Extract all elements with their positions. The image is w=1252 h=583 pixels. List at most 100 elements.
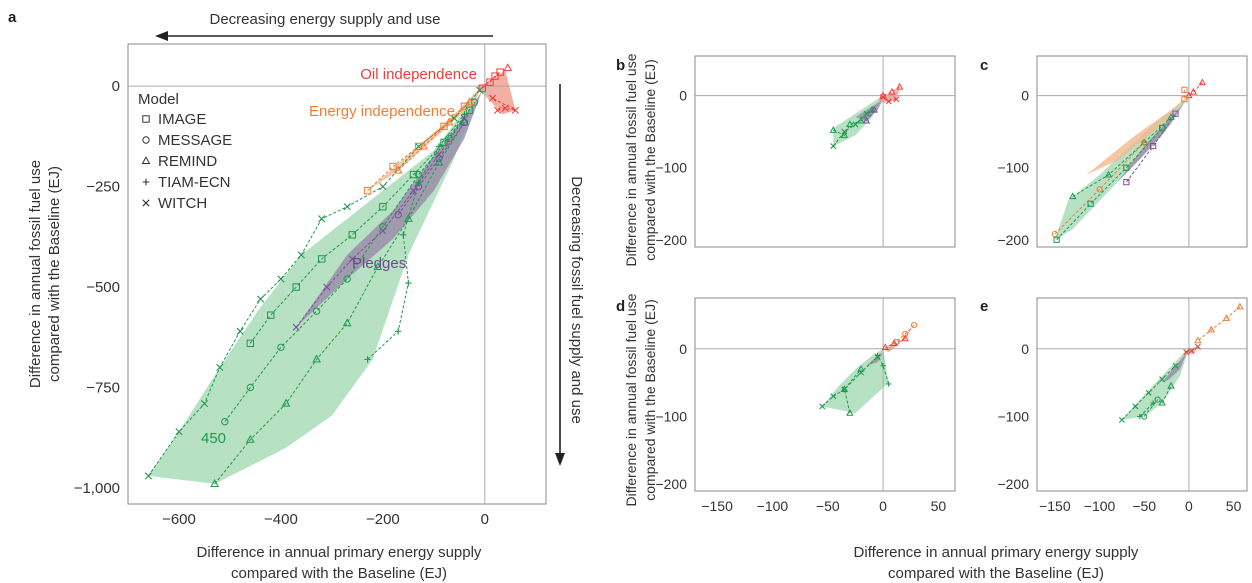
- ytick-label-e-2: −200: [997, 476, 1029, 492]
- region-s450-e: [1121, 348, 1189, 420]
- data-point-a-3-4: [342, 318, 352, 327]
- ylabel-a-line1: Difference in annual fossil fuel use: [27, 160, 44, 388]
- panel-label-d: d: [616, 298, 625, 315]
- data-point-d-2-0: [886, 381, 892, 387]
- data-point-a-4-6: [461, 111, 468, 118]
- series-line-a-9: [481, 71, 501, 89]
- series-line-c-3: [1125, 113, 1176, 183]
- panel-b: b 0 −100 −200: [616, 55, 956, 248]
- series-line-d-0: [821, 356, 878, 407]
- panel-label-b: b: [616, 57, 625, 74]
- data-point-b-0-1: [840, 131, 849, 138]
- xtick-label-e-1: −100: [1084, 498, 1116, 514]
- data-point-c-1-2: [1140, 138, 1148, 146]
- data-point-a-1-4: [348, 231, 356, 239]
- data-point-a-9-0: [486, 78, 494, 86]
- region-pledges-c: [1117, 102, 1185, 183]
- legend-label-1: MESSAGE: [158, 132, 232, 149]
- data-point-a-8-1: [419, 141, 429, 150]
- data-point-a-4-0: [364, 356, 371, 363]
- data-point-a-11-1: [501, 104, 509, 112]
- ytick-label-d-2: −200: [655, 476, 687, 492]
- legend-marker-4: [142, 199, 150, 207]
- data-point-a-4-5: [435, 143, 443, 150]
- data-point-e-1-1: [1154, 396, 1161, 403]
- xtick-label-e-0: −150: [1039, 498, 1071, 514]
- panel-d: d 0 −100 −200 −150 −100 −50 0 50: [616, 297, 956, 514]
- series-line-e-3: [1161, 385, 1172, 404]
- series-line-a-8: [397, 101, 470, 171]
- data-point-d-1-0: [846, 408, 854, 416]
- ytick-label-e-1: −100: [997, 409, 1029, 425]
- data-point-b-1-1: [841, 128, 848, 135]
- legend-label-4: WITCH: [158, 195, 207, 212]
- data-point-c-4-2: [1185, 91, 1193, 99]
- panel-label-a: a: [8, 9, 17, 26]
- data-point-a-0-5: [256, 295, 265, 303]
- data-point-b-4-1: [885, 98, 892, 105]
- plot-frame-d: [694, 297, 956, 492]
- data-point-a-8-3: [465, 97, 474, 106]
- annotation-pledges: Pledges: [352, 255, 406, 272]
- data-point-a-11-3: [488, 94, 497, 102]
- xtick-label-d-2: −50: [816, 498, 840, 514]
- annotation-oil-independence: Oil independence: [360, 66, 477, 83]
- data-point-c-4-0: [1198, 78, 1207, 86]
- region-pledges-a: [296, 90, 483, 328]
- legend-a: Model IMAGE MESSAGE REMIND TIAM-ECN WITCH: [138, 91, 232, 212]
- data-point-d-4-0: [901, 334, 909, 342]
- xlabel-a-line1: Difference in annual primary energy supp…: [197, 544, 482, 561]
- data-point-a-6-3: [460, 118, 469, 127]
- data-point-a-0-10: [379, 183, 387, 191]
- data-point-a-0-1: [175, 428, 183, 436]
- data-point-b-1-2: [852, 121, 859, 128]
- xtick-label-d-3: 0: [879, 498, 887, 514]
- data-point-d-3-0: [910, 321, 918, 329]
- data-point-a-1-7: [440, 138, 448, 147]
- data-point-a-0-2: [200, 399, 209, 408]
- data-point-a-2-0: [221, 417, 229, 426]
- series-line-d-1: [843, 368, 862, 414]
- data-point-e-0-1: [1132, 403, 1139, 410]
- ytick-label-a-1: −250: [86, 179, 120, 196]
- ytick-label-d-1: −100: [655, 409, 687, 425]
- data-point-a-7-0: [363, 186, 372, 195]
- data-point-a-2-5: [379, 223, 387, 231]
- data-point-b-1-0: [830, 143, 837, 150]
- ylabel-d-line2: compared with the Baseline (EJ): [642, 299, 658, 501]
- legend-title: Model: [138, 91, 179, 108]
- data-point-a-0-4: [236, 327, 244, 335]
- data-point-a-5-0: [292, 323, 300, 331]
- data-point-a-0-8: [318, 215, 326, 223]
- data-point-a-5-2: [348, 255, 356, 263]
- legend-marker-2: [141, 156, 151, 165]
- data-point-a-8-2: [444, 117, 454, 126]
- data-point-a-8-0: [393, 165, 403, 174]
- series-line-a-3: [214, 122, 465, 485]
- series-line-a-11: [492, 97, 516, 111]
- data-point-d-4-1: [890, 339, 898, 346]
- plot-frame-c: [1036, 55, 1248, 248]
- legend-label-0: IMAGE: [158, 111, 206, 128]
- data-point-b-0-2: [846, 120, 854, 128]
- panel-a-markers: [144, 63, 520, 487]
- series-line-a-0: [147, 89, 481, 477]
- ytick-label-a-3: −750: [86, 379, 120, 396]
- annotation-energy-independence: Energy independence: [309, 103, 455, 120]
- data-point-a-2-6: [414, 170, 423, 179]
- data-point-e-2-1: [1150, 400, 1156, 406]
- data-point-a-7-4: [460, 102, 469, 110]
- region-s450-d: [822, 348, 889, 414]
- data-point-a-11-0: [493, 106, 502, 114]
- xlabel-a-line2: compared with the Baseline (EJ): [231, 565, 447, 582]
- data-point-c-2-0: [1051, 230, 1058, 238]
- data-point-a-0-9: [343, 203, 351, 211]
- ylabel-b-line2: compared with the Baseline (EJ): [642, 59, 658, 261]
- data-point-c-0-2: [1123, 164, 1130, 171]
- data-point-a-3-1: [245, 434, 255, 443]
- legend-marker-0: [142, 115, 150, 123]
- xtick-label-a-0: −600: [162, 511, 196, 528]
- data-point-a-6-0: [394, 211, 402, 219]
- data-point-e-5-0: [1194, 343, 1201, 350]
- top-arrow-label: Decreasing energy supply and use: [210, 11, 441, 28]
